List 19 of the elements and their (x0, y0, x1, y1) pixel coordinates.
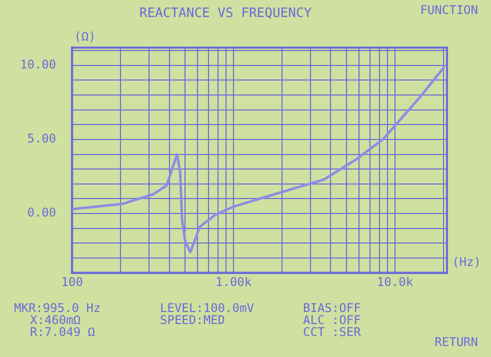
text: MKR:995.0 Hz (14, 301, 101, 315)
x-tick-label: 100 (61, 275, 83, 290)
text: LEVEL:100.0mV (160, 301, 254, 315)
y-tick-label: 0.00 (27, 206, 56, 220)
chart-title: REACTANCE VS FREQUENCY (139, 6, 312, 22)
y-axis-title: (Ω) (74, 30, 96, 44)
x-axis-title: (Hz) (452, 254, 481, 269)
text: SPEED:MED (160, 313, 226, 327)
text: FUNCTION (420, 3, 478, 17)
y-tick-label: 10.00 (20, 58, 56, 72)
x-tick-label: 10.0k (376, 275, 414, 290)
text: ALC :OFF (303, 313, 361, 327)
x-tick-label: 1.00k (215, 275, 252, 290)
text: X:460mΩ (30, 313, 81, 327)
y-tick-label: 5.00 (27, 132, 56, 146)
text: R:7.049 Ω (30, 325, 96, 339)
text: RETURN (434, 335, 478, 349)
text: CCT :SER (303, 325, 361, 339)
text: BIAS:OFF (303, 301, 361, 315)
